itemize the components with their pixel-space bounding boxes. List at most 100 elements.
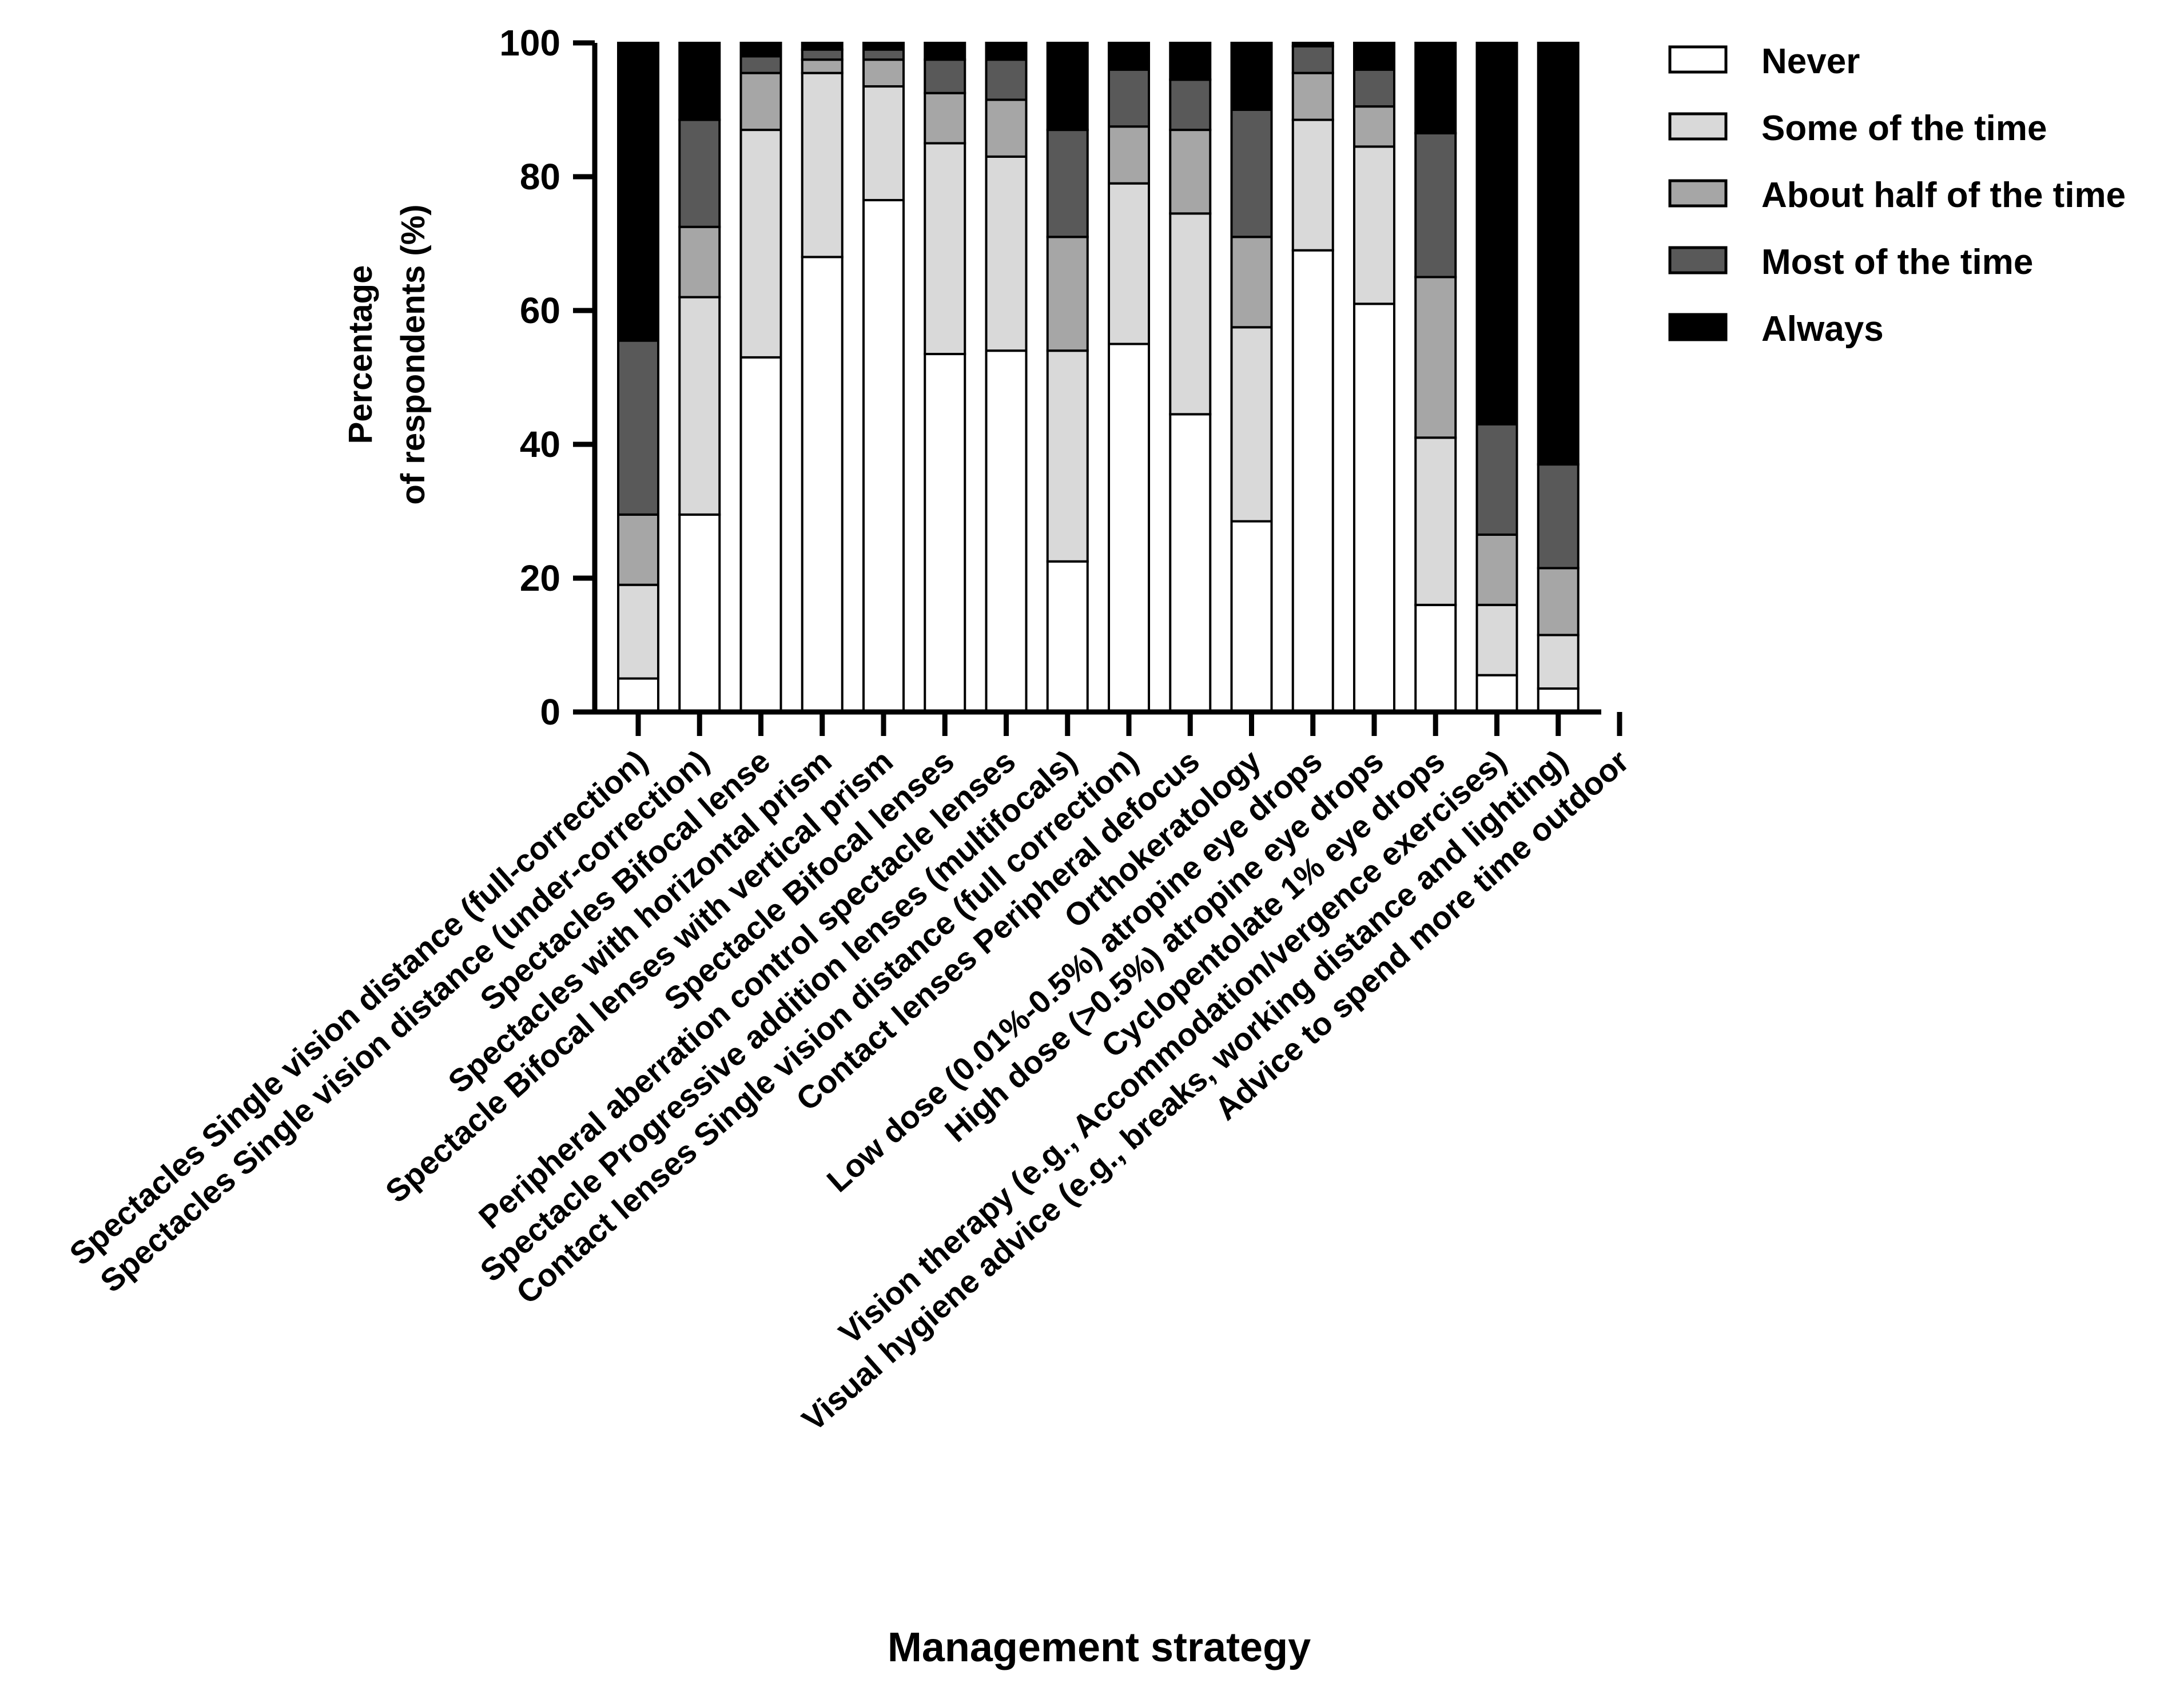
bar-segment bbox=[739, 42, 782, 58]
legend-swatch bbox=[1668, 246, 1728, 274]
legend-swatch bbox=[1668, 179, 1728, 208]
bar-segment bbox=[1291, 45, 1334, 74]
bar-segment bbox=[1537, 463, 1580, 570]
bar-segment bbox=[678, 296, 721, 516]
legend-swatch bbox=[1668, 45, 1728, 74]
bar-segment bbox=[801, 48, 844, 61]
bar-segment bbox=[739, 356, 782, 713]
x-tick-labels: Spectacles Single vision distance (full-… bbox=[62, 743, 1636, 1438]
bar-segment bbox=[617, 339, 659, 516]
bar-segment bbox=[1108, 42, 1150, 71]
bar-segment bbox=[1230, 326, 1273, 523]
bar-segment bbox=[1169, 212, 1212, 416]
bar-segment bbox=[678, 225, 721, 299]
bar-segment bbox=[739, 71, 782, 132]
bar-segment bbox=[985, 42, 1028, 61]
bar-segment bbox=[985, 58, 1028, 101]
bar-segment bbox=[801, 256, 844, 713]
x-axis-label: Management strategy bbox=[888, 1625, 1311, 1670]
bar-segment bbox=[1414, 276, 1457, 439]
bar-segment bbox=[1291, 71, 1334, 121]
legend-label: Always bbox=[1761, 309, 1884, 349]
bar-segment bbox=[617, 677, 659, 713]
bar-segment bbox=[1169, 78, 1212, 132]
legend-label: Most of the time bbox=[1761, 242, 2033, 282]
bar-segment bbox=[1046, 560, 1089, 713]
bar-segment bbox=[1537, 687, 1580, 714]
bar-segment bbox=[678, 42, 721, 121]
legend-label: Some of the time bbox=[1761, 109, 2047, 148]
legend-label: Never bbox=[1761, 42, 1860, 81]
y-tick-label: 60 bbox=[520, 290, 560, 331]
bar-segment bbox=[1414, 603, 1457, 714]
bar-segment bbox=[1169, 42, 1212, 81]
bar-segment bbox=[1108, 125, 1150, 185]
bar-segment bbox=[739, 129, 782, 359]
legend-swatch bbox=[1668, 313, 1728, 341]
y-tick-label: 0 bbox=[540, 691, 560, 733]
bar-segment bbox=[801, 71, 844, 258]
bar-segment bbox=[985, 98, 1028, 158]
legend: Never Some of the time About half of the t… bbox=[1668, 42, 2126, 349]
bar-segment bbox=[617, 513, 659, 586]
bar-segment bbox=[1353, 105, 1395, 148]
bar-segment bbox=[985, 349, 1028, 713]
bar-segment bbox=[1230, 236, 1273, 329]
bar-segment bbox=[862, 198, 905, 713]
bar-segment bbox=[1046, 129, 1089, 238]
bar-segment bbox=[862, 48, 905, 61]
bar-segment bbox=[1108, 343, 1150, 713]
bar-segment bbox=[924, 353, 966, 713]
bar-segment bbox=[985, 155, 1028, 352]
bar-segment bbox=[924, 91, 966, 145]
legend-swatch bbox=[1668, 112, 1728, 141]
bar-segment bbox=[1046, 236, 1089, 352]
bar-segment bbox=[678, 513, 721, 713]
bar-segment bbox=[678, 118, 721, 228]
bar-segment bbox=[1353, 303, 1395, 713]
bar-segment bbox=[1230, 42, 1273, 111]
y-tick-label: 40 bbox=[520, 424, 560, 465]
y-axis-label-line-2: of respondents (%) bbox=[395, 204, 432, 504]
bar-segment bbox=[1291, 42, 1334, 47]
bar-segment bbox=[1046, 349, 1089, 563]
bar-segment bbox=[924, 42, 966, 61]
bar-segment bbox=[1353, 145, 1395, 305]
bar-segment bbox=[924, 58, 966, 94]
bar-segment bbox=[617, 583, 659, 680]
bar-segment bbox=[801, 58, 844, 74]
bar-segment bbox=[1169, 129, 1212, 215]
bar-segment bbox=[617, 42, 659, 342]
bar-segment bbox=[1414, 132, 1457, 278]
bar-segment bbox=[1291, 118, 1334, 252]
bar-segment bbox=[801, 42, 844, 51]
bar-segment bbox=[1108, 68, 1150, 128]
bar-segment bbox=[1475, 674, 1518, 714]
bar-segment bbox=[862, 85, 905, 201]
bar-segment bbox=[1475, 603, 1518, 677]
bar-segment bbox=[1108, 182, 1150, 345]
bar-segment bbox=[1230, 520, 1273, 713]
bar-segment bbox=[1475, 533, 1518, 606]
bar-segment bbox=[1169, 413, 1212, 713]
bar-segment bbox=[1230, 109, 1273, 238]
bar-segment bbox=[1414, 42, 1457, 134]
legend-label: About half of the time bbox=[1761, 176, 2126, 215]
bar-segment bbox=[1475, 423, 1518, 536]
axes-group bbox=[573, 40, 1622, 736]
y-tick-label: 100 bbox=[499, 22, 560, 63]
bar-segment bbox=[924, 142, 966, 356]
bar-segment bbox=[1537, 42, 1580, 466]
y-tick-label: 20 bbox=[520, 558, 560, 599]
bar-segment bbox=[862, 42, 905, 51]
bar-segment bbox=[1537, 634, 1580, 690]
bar-segment bbox=[1046, 42, 1089, 132]
bar-segment bbox=[1353, 42, 1395, 71]
bar-segment bbox=[1537, 567, 1580, 636]
y-axis-label-line-1: Percentage bbox=[342, 265, 379, 444]
bar-segment bbox=[1353, 68, 1395, 108]
bar-segment bbox=[1475, 42, 1518, 425]
bar-segment bbox=[862, 58, 905, 88]
bar-segment bbox=[739, 55, 782, 74]
